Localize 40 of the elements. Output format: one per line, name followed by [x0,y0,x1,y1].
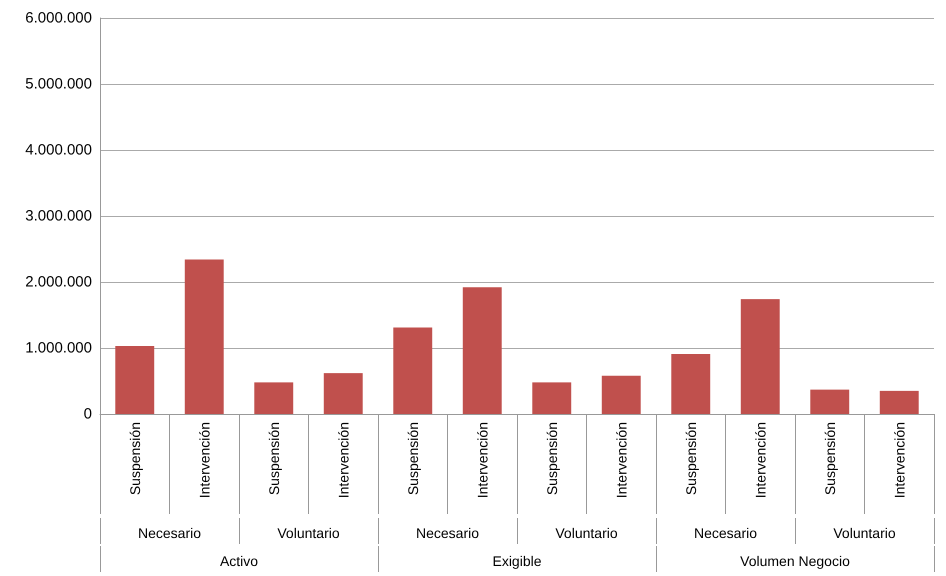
bar [532,382,572,414]
text: Volumen Negocio [740,553,850,569]
bar [602,376,641,414]
y-tick-label: 1.000.000 [25,340,92,356]
bar [671,354,710,414]
x-tick-label: Suspensión [822,422,838,496]
x-tick-label: Intervención [474,422,490,498]
y-tick-label: 2.000.000 [25,274,92,290]
y-tick-label: 5.000.000 [25,76,92,92]
y-tick-label: 6.000.000 [25,10,92,26]
y-tick-label: 3.000.000 [25,208,92,224]
bar [393,328,432,414]
x-tick-label: Suspensión [544,422,560,496]
bar [880,390,919,414]
bar [462,287,502,414]
bar [810,390,850,414]
x-tick-label: Suspensión [126,422,143,496]
bar [324,373,363,414]
x-tick-label: Intervención [335,422,352,498]
y-tick-label: 0 [84,406,92,422]
bar [740,299,780,414]
bar [254,382,294,414]
text: Necesario [694,525,758,541]
text: Exigible [492,553,542,569]
text: Activo [220,553,258,569]
x-tick-label: Suspensión [266,422,282,496]
text: Voluntario [555,525,618,541]
x-tick-label: Suspensión [404,422,421,496]
text: Voluntario [277,525,340,541]
text: Voluntario [833,525,896,541]
text: Necesario [416,525,480,541]
bar [115,346,154,414]
bar [184,260,224,414]
x-tick-label: Intervención [752,422,768,498]
text: Necesario [138,525,202,541]
y-tick-label: 4.000.000 [25,142,92,158]
x-tick-label: Intervención [891,422,908,498]
x-tick-label: Suspensión [682,422,699,496]
x-tick-label: Intervención [196,422,212,498]
x-tick-label: Intervención [613,422,630,498]
